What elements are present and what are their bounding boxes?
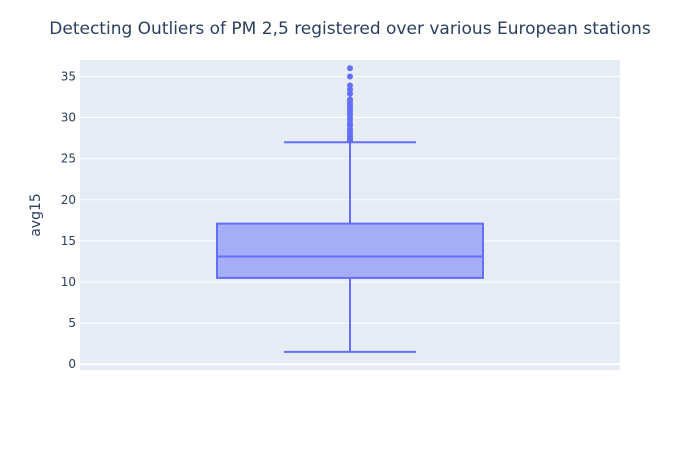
y-tick-label: 35 bbox=[61, 69, 76, 83]
outlier-point bbox=[347, 82, 353, 89]
y-tick-label: 10 bbox=[61, 275, 76, 289]
y-tick-label: 25 bbox=[61, 152, 76, 166]
y-axis-title: avg15 bbox=[28, 193, 44, 237]
outlier-points[interactable] bbox=[347, 65, 353, 144]
y-tick-label: 15 bbox=[61, 234, 76, 248]
y-tick-label: 20 bbox=[61, 193, 76, 207]
outlier-point bbox=[347, 90, 353, 97]
outlier-point bbox=[347, 96, 353, 103]
outlier-point bbox=[347, 73, 353, 80]
outlier-point bbox=[347, 86, 353, 93]
y-axis-ticks: 0 5 10 15 20 25 30 35 bbox=[61, 69, 76, 371]
outlier-point bbox=[347, 65, 353, 72]
box-trace[interactable] bbox=[216, 141, 484, 353]
chart-title: Detecting Outliers of PM 2,5 registered … bbox=[49, 19, 651, 39]
y-tick-label: 0 bbox=[68, 357, 76, 371]
y-tick-label: 30 bbox=[61, 111, 76, 125]
iqr-box bbox=[216, 222, 484, 279]
y-tick-label: 5 bbox=[68, 316, 76, 330]
